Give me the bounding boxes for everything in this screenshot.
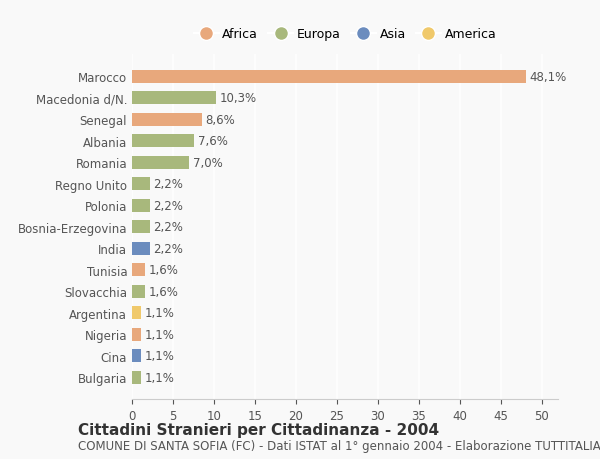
Bar bbox=[132, 328, 141, 341]
Text: 7,6%: 7,6% bbox=[197, 135, 227, 148]
Text: 10,3%: 10,3% bbox=[220, 92, 257, 105]
Bar bbox=[132, 157, 190, 169]
Bar bbox=[132, 113, 202, 127]
Text: Cittadini Stranieri per Cittadinanza - 2004: Cittadini Stranieri per Cittadinanza - 2… bbox=[78, 422, 439, 437]
Text: 2,2%: 2,2% bbox=[154, 178, 183, 191]
Text: 1,6%: 1,6% bbox=[148, 263, 178, 277]
Text: 1,1%: 1,1% bbox=[144, 328, 174, 341]
Legend: Africa, Europa, Asia, America: Africa, Europa, Asia, America bbox=[188, 23, 502, 46]
Text: 2,2%: 2,2% bbox=[154, 221, 183, 234]
Bar bbox=[132, 263, 145, 276]
Text: COMUNE DI SANTA SOFIA (FC) - Dati ISTAT al 1° gennaio 2004 - Elaborazione TUTTIT: COMUNE DI SANTA SOFIA (FC) - Dati ISTAT … bbox=[78, 439, 600, 452]
Bar bbox=[132, 307, 141, 319]
Text: 2,2%: 2,2% bbox=[154, 199, 183, 212]
Bar bbox=[132, 71, 526, 84]
Text: 1,1%: 1,1% bbox=[144, 371, 174, 384]
Bar bbox=[132, 285, 145, 298]
Bar bbox=[132, 242, 150, 255]
Text: 1,1%: 1,1% bbox=[144, 307, 174, 319]
Bar bbox=[132, 135, 194, 148]
Text: 2,2%: 2,2% bbox=[154, 242, 183, 255]
Text: 1,1%: 1,1% bbox=[144, 349, 174, 362]
Bar bbox=[132, 221, 150, 234]
Text: 1,6%: 1,6% bbox=[148, 285, 178, 298]
Bar bbox=[132, 199, 150, 212]
Bar bbox=[132, 371, 141, 384]
Text: 48,1%: 48,1% bbox=[529, 71, 566, 84]
Text: 7,0%: 7,0% bbox=[193, 157, 223, 169]
Bar bbox=[132, 92, 217, 105]
Bar bbox=[132, 178, 150, 191]
Bar bbox=[132, 349, 141, 362]
Text: 8,6%: 8,6% bbox=[206, 113, 235, 127]
